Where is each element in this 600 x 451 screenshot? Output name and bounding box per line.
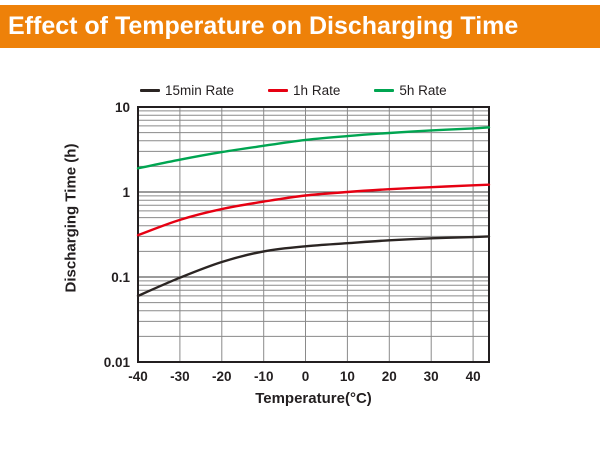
y-tick-label: 0.01 <box>104 355 131 370</box>
legend-label: 15min Rate <box>165 82 235 98</box>
x-tick-label: -40 <box>128 369 148 384</box>
y-axis-label: Discharging Time (h) <box>62 143 80 293</box>
x-tick-label: 20 <box>382 369 397 384</box>
legend: 15min Rate 1h Rate 5h Rate <box>140 82 447 98</box>
legend-label: 1h Rate <box>293 82 341 98</box>
y-tick-label: 0.1 <box>111 270 130 285</box>
x-axis-label: Temperature(°C) <box>255 390 372 407</box>
legend-label: 5h Rate <box>399 82 447 98</box>
series-line-1h-rate <box>136 183 491 237</box>
y-tick-label: 1 <box>122 185 130 200</box>
legend-swatch-icon <box>268 88 289 92</box>
legend-item-1h-rate: 1h Rate <box>268 83 340 98</box>
x-tick-label: 30 <box>424 369 439 384</box>
y-tick-label: 10 <box>115 100 130 115</box>
legend-swatch-icon <box>140 88 160 92</box>
plot-frame <box>137 106 490 363</box>
x-tick-label: -30 <box>170 369 190 384</box>
legend-item-5h-rate: 5h Rate <box>374 82 447 98</box>
x-tick-label: -20 <box>212 369 232 384</box>
series-line-5h-rate <box>136 126 491 170</box>
x-tick-label: 0 <box>302 369 310 384</box>
x-tick-label: -10 <box>254 369 274 384</box>
legend-item-15min-rate: 15min Rate <box>140 83 234 98</box>
series-line-15min-rate <box>136 235 491 298</box>
page-title: Effect of Temperature on Discharging Tim… <box>8 12 519 40</box>
x-tick-label: 40 <box>466 369 481 384</box>
legend-swatch-icon <box>374 88 395 92</box>
x-tick-label: 10 <box>340 369 355 384</box>
title-bar: Effect of Temperature on Discharging Tim… <box>0 5 600 48</box>
